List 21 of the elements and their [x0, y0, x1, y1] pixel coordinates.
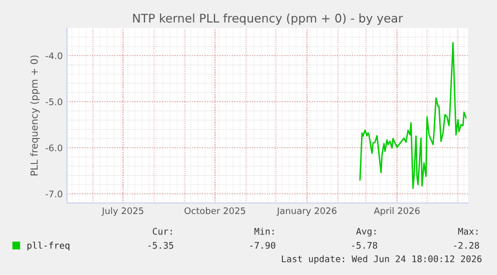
text: -2.28 — [454, 242, 480, 249]
legend-label: pll-freq — [27, 242, 70, 251]
text: -5.35 — [148, 242, 174, 249]
text: -5.78 — [352, 242, 378, 249]
text: Last update: Wed Jun 24 18:00:12 2026 — [282, 255, 482, 264]
x-tick-label: January 2026 — [276, 207, 336, 216]
x-tick-label: October 2025 — [184, 207, 246, 214]
x-tick-label: April 2026 — [374, 207, 420, 216]
y-tick-label: -6.0 — [46, 144, 62, 152]
y-tick-label: -7.0 — [46, 190, 62, 198]
text: -7.90 — [250, 242, 276, 249]
y-tick-label: -5.0 — [46, 98, 62, 106]
y-axis-title: PLL frequency (ppm + 0) — [30, 56, 40, 176]
x-tick-label: July 2025 — [101, 207, 144, 216]
text: Cur: — [152, 228, 172, 235]
chart-title: NTP kernel PLL frequency (ppm + 0) - by year — [133, 13, 403, 25]
line-series — [359, 42, 467, 189]
text: Max: — [458, 228, 478, 235]
text: Avg: — [356, 228, 376, 236]
text: Min: — [254, 228, 274, 235]
y-tick-label: -4.0 — [46, 52, 62, 60]
